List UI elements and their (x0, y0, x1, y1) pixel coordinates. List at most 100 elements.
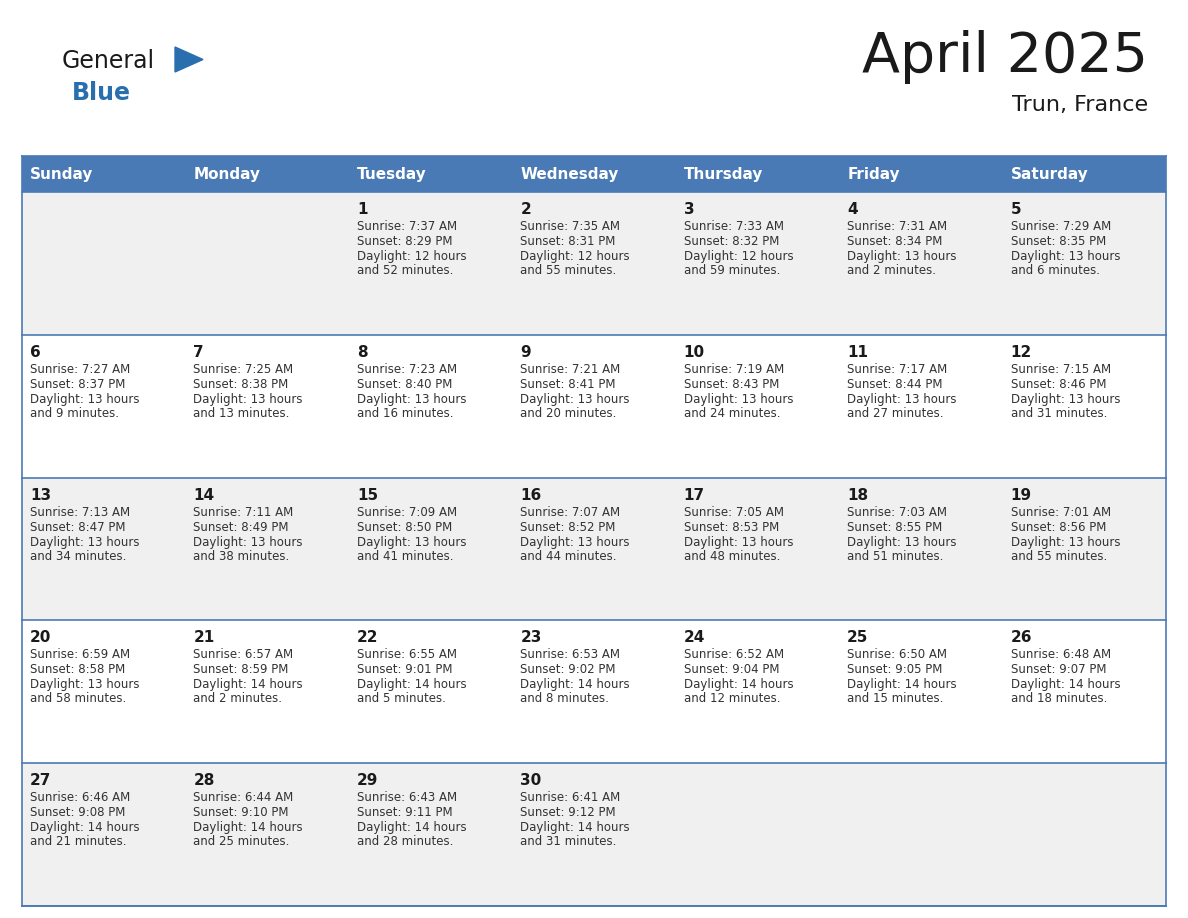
Text: and 31 minutes.: and 31 minutes. (1011, 407, 1107, 420)
Text: Sunrise: 6:55 AM: Sunrise: 6:55 AM (356, 648, 457, 661)
Text: Sunset: 8:43 PM: Sunset: 8:43 PM (684, 378, 779, 391)
Text: 1: 1 (356, 202, 367, 217)
Text: Sunrise: 6:57 AM: Sunrise: 6:57 AM (194, 648, 293, 661)
Text: Thursday: Thursday (684, 166, 763, 182)
Text: and 13 minutes.: and 13 minutes. (194, 407, 290, 420)
Text: Daylight: 14 hours: Daylight: 14 hours (194, 678, 303, 691)
Text: Sunset: 9:10 PM: Sunset: 9:10 PM (194, 806, 289, 819)
Text: 23: 23 (520, 631, 542, 645)
Text: Sunrise: 7:15 AM: Sunrise: 7:15 AM (1011, 363, 1111, 375)
Text: and 27 minutes.: and 27 minutes. (847, 407, 943, 420)
Text: Daylight: 13 hours: Daylight: 13 hours (356, 535, 467, 549)
Text: 14: 14 (194, 487, 215, 502)
Text: Sunset: 8:35 PM: Sunset: 8:35 PM (1011, 235, 1106, 248)
Text: Sunrise: 7:27 AM: Sunrise: 7:27 AM (30, 363, 131, 375)
Text: Sunset: 9:04 PM: Sunset: 9:04 PM (684, 664, 779, 677)
Text: Sunset: 8:40 PM: Sunset: 8:40 PM (356, 378, 453, 391)
Text: Sunrise: 7:09 AM: Sunrise: 7:09 AM (356, 506, 457, 519)
Text: 17: 17 (684, 487, 704, 502)
Text: Blue: Blue (72, 81, 131, 105)
Text: 8: 8 (356, 345, 367, 360)
Text: Daylight: 13 hours: Daylight: 13 hours (520, 393, 630, 406)
Text: Tuesday: Tuesday (356, 166, 426, 182)
Text: Daylight: 13 hours: Daylight: 13 hours (194, 393, 303, 406)
Text: and 15 minutes.: and 15 minutes. (847, 692, 943, 705)
Text: Sunrise: 7:21 AM: Sunrise: 7:21 AM (520, 363, 620, 375)
Text: Sunrise: 7:37 AM: Sunrise: 7:37 AM (356, 220, 457, 233)
Text: Wednesday: Wednesday (520, 166, 619, 182)
Text: Sunrise: 7:23 AM: Sunrise: 7:23 AM (356, 363, 457, 375)
Text: Sunrise: 7:03 AM: Sunrise: 7:03 AM (847, 506, 947, 519)
Text: 30: 30 (520, 773, 542, 789)
Text: Sunset: 8:55 PM: Sunset: 8:55 PM (847, 521, 942, 533)
Text: and 59 minutes.: and 59 minutes. (684, 264, 781, 277)
Text: April 2025: April 2025 (862, 30, 1148, 84)
Text: and 9 minutes.: and 9 minutes. (30, 407, 119, 420)
Text: Sunset: 8:38 PM: Sunset: 8:38 PM (194, 378, 289, 391)
Text: Sunrise: 7:31 AM: Sunrise: 7:31 AM (847, 220, 947, 233)
Text: and 52 minutes.: and 52 minutes. (356, 264, 454, 277)
Text: Daylight: 12 hours: Daylight: 12 hours (684, 250, 794, 263)
Text: Sunset: 8:41 PM: Sunset: 8:41 PM (520, 378, 615, 391)
Text: 5: 5 (1011, 202, 1022, 217)
Text: and 5 minutes.: and 5 minutes. (356, 692, 446, 705)
Text: 25: 25 (847, 631, 868, 645)
Text: 12: 12 (1011, 345, 1032, 360)
Text: Sunrise: 6:48 AM: Sunrise: 6:48 AM (1011, 648, 1111, 661)
Text: and 41 minutes.: and 41 minutes. (356, 550, 454, 563)
Text: 28: 28 (194, 773, 215, 789)
Text: Sunrise: 7:17 AM: Sunrise: 7:17 AM (847, 363, 947, 375)
Text: 24: 24 (684, 631, 706, 645)
Text: and 8 minutes.: and 8 minutes. (520, 692, 609, 705)
Text: Daylight: 13 hours: Daylight: 13 hours (30, 393, 139, 406)
Text: Daylight: 14 hours: Daylight: 14 hours (847, 678, 956, 691)
Polygon shape (175, 47, 203, 72)
Text: Daylight: 13 hours: Daylight: 13 hours (1011, 250, 1120, 263)
Text: and 24 minutes.: and 24 minutes. (684, 407, 781, 420)
Text: Daylight: 13 hours: Daylight: 13 hours (356, 393, 467, 406)
Text: 10: 10 (684, 345, 704, 360)
Text: Sunset: 9:08 PM: Sunset: 9:08 PM (30, 806, 126, 819)
Text: and 16 minutes.: and 16 minutes. (356, 407, 454, 420)
Text: Sunset: 8:32 PM: Sunset: 8:32 PM (684, 235, 779, 248)
Text: Sunrise: 7:19 AM: Sunrise: 7:19 AM (684, 363, 784, 375)
Text: 3: 3 (684, 202, 694, 217)
Text: and 28 minutes.: and 28 minutes. (356, 835, 454, 848)
Text: Sunrise: 7:33 AM: Sunrise: 7:33 AM (684, 220, 784, 233)
Text: Sunset: 9:11 PM: Sunset: 9:11 PM (356, 806, 453, 819)
Text: 19: 19 (1011, 487, 1031, 502)
Text: Sunset: 9:02 PM: Sunset: 9:02 PM (520, 664, 615, 677)
Text: General: General (62, 49, 156, 73)
Text: and 48 minutes.: and 48 minutes. (684, 550, 781, 563)
Text: Daylight: 14 hours: Daylight: 14 hours (30, 822, 140, 834)
Text: Daylight: 14 hours: Daylight: 14 hours (684, 678, 794, 691)
Text: and 25 minutes.: and 25 minutes. (194, 835, 290, 848)
Text: Sunrise: 7:05 AM: Sunrise: 7:05 AM (684, 506, 784, 519)
Text: Daylight: 14 hours: Daylight: 14 hours (356, 822, 467, 834)
Bar (23, 621, 1165, 763)
Text: Daylight: 13 hours: Daylight: 13 hours (30, 535, 139, 549)
Text: 26: 26 (1011, 631, 1032, 645)
Text: 4: 4 (847, 202, 858, 217)
Text: Sunset: 8:53 PM: Sunset: 8:53 PM (684, 521, 779, 533)
Text: Sunset: 8:59 PM: Sunset: 8:59 PM (194, 664, 289, 677)
Text: Sunset: 8:34 PM: Sunset: 8:34 PM (847, 235, 942, 248)
Text: 6: 6 (30, 345, 40, 360)
Text: and 55 minutes.: and 55 minutes. (1011, 550, 1107, 563)
Text: Sunday: Sunday (30, 166, 94, 182)
Text: Sunset: 8:46 PM: Sunset: 8:46 PM (1011, 378, 1106, 391)
Text: 13: 13 (30, 487, 51, 502)
Text: and 38 minutes.: and 38 minutes. (194, 550, 290, 563)
Text: Trun, France: Trun, France (1012, 95, 1148, 115)
Text: Daylight: 13 hours: Daylight: 13 hours (1011, 535, 1120, 549)
Text: Sunset: 8:52 PM: Sunset: 8:52 PM (520, 521, 615, 533)
Text: Sunrise: 6:59 AM: Sunrise: 6:59 AM (30, 648, 131, 661)
Text: Daylight: 14 hours: Daylight: 14 hours (1011, 678, 1120, 691)
Bar (23, 192, 1165, 335)
Text: and 34 minutes.: and 34 minutes. (30, 550, 126, 563)
Text: Daylight: 13 hours: Daylight: 13 hours (847, 535, 956, 549)
Text: and 44 minutes.: and 44 minutes. (520, 550, 617, 563)
Text: Monday: Monday (194, 166, 260, 182)
Text: Daylight: 14 hours: Daylight: 14 hours (520, 822, 630, 834)
Text: Sunrise: 6:46 AM: Sunrise: 6:46 AM (30, 791, 131, 804)
